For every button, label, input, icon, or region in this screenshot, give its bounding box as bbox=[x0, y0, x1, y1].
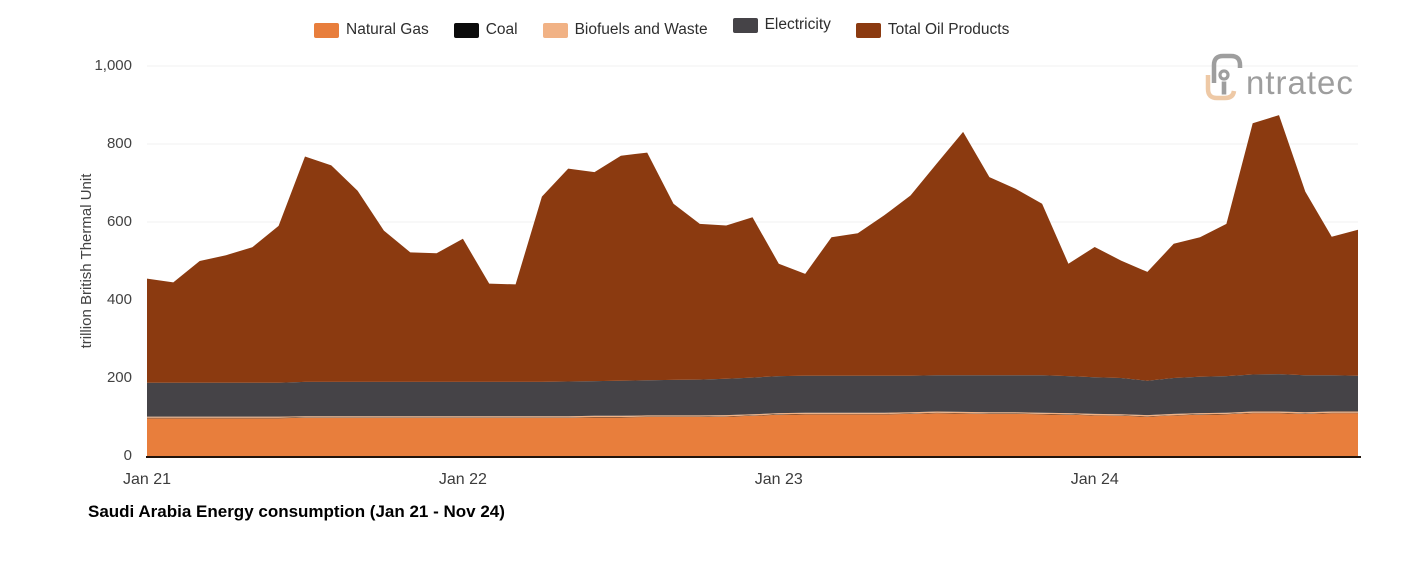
legend-item-biofuels-and-waste[interactable]: Biofuels and Waste bbox=[542, 21, 708, 39]
y-tick-800: 800 bbox=[106, 135, 132, 152]
y-tick-600: 600 bbox=[106, 213, 132, 230]
biofuels-and-waste-swatch-icon bbox=[542, 22, 568, 38]
logo-wordmark: ntratec bbox=[1246, 64, 1354, 101]
legend-label: Electricity bbox=[764, 16, 831, 33]
legend-item-electricity[interactable]: Electricity bbox=[732, 16, 831, 34]
coal-swatch-icon bbox=[453, 22, 479, 38]
x-tick-jan-24: Jan 24 bbox=[1070, 471, 1119, 488]
x-tick-jan-21: Jan 21 bbox=[122, 471, 172, 488]
intratec-logo: ntratec bbox=[1200, 50, 1360, 111]
legend-item-coal[interactable]: Coal bbox=[453, 21, 518, 39]
logo-top-bracket bbox=[1211, 53, 1243, 83]
y-tick-200: 200 bbox=[106, 369, 132, 386]
area-biofuels-and-waste bbox=[147, 411, 1358, 418]
legend-label: Natural Gas bbox=[346, 21, 429, 38]
y-tick-400: 400 bbox=[106, 291, 132, 308]
intratec-logo-mark: ntratec bbox=[1205, 53, 1354, 101]
total-oil-products-swatch-icon bbox=[855, 22, 881, 38]
legend-item-total-oil-products[interactable]: Total Oil Products bbox=[855, 21, 1010, 39]
y-tick-1000: 1,000 bbox=[94, 57, 132, 74]
legend-label: Total Oil Products bbox=[887, 21, 1010, 38]
chart-title: Saudi Arabia Energy consumption (Jan 21 … bbox=[88, 502, 505, 521]
chart-legend: Natural Gas Coal Biofuels and Waste Electri… bbox=[314, 16, 1010, 39]
x-tick-jan-22: Jan 22 bbox=[438, 471, 487, 488]
legend-item-natural-gas[interactable]: Natural Gas bbox=[314, 21, 429, 39]
logo-bottom-bracket bbox=[1205, 75, 1237, 101]
area-natural-gas bbox=[147, 413, 1358, 456]
y-tick-0: 0 bbox=[123, 447, 132, 464]
natural-gas-swatch-icon bbox=[314, 22, 339, 38]
area-electricity bbox=[147, 374, 1358, 417]
logo-i-dot bbox=[1218, 69, 1230, 81]
legend-label: Biofuels and Waste bbox=[574, 21, 708, 38]
x-tick-jan-23: Jan 23 bbox=[754, 471, 803, 488]
legend-label: Coal bbox=[485, 21, 518, 38]
electricity-swatch-icon bbox=[732, 17, 758, 33]
area-total-oil-products bbox=[147, 115, 1358, 383]
y-axis-title: trillion British Thermal Unit bbox=[78, 173, 95, 349]
logo-i-stem bbox=[1221, 81, 1227, 95]
area-coal bbox=[147, 412, 1358, 419]
